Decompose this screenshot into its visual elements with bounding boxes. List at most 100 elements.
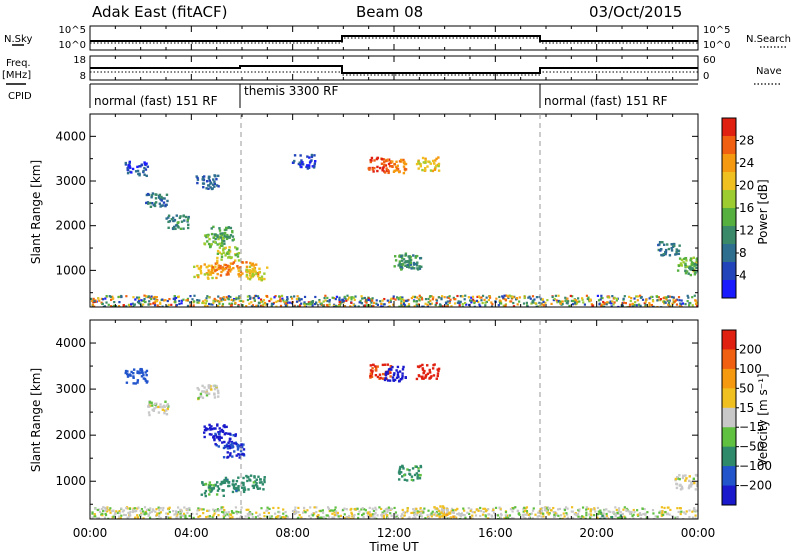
ground-scatter-point xyxy=(543,509,547,512)
echo-point xyxy=(216,423,219,426)
echo-point xyxy=(126,375,130,378)
echo-point xyxy=(218,251,221,254)
echo-point xyxy=(216,249,220,253)
echo-point xyxy=(299,154,302,157)
ground-scatter-point xyxy=(689,301,692,305)
xtick-label: 16:00 xyxy=(478,526,513,540)
ground-scatter-point xyxy=(207,515,210,518)
echo-point xyxy=(130,370,133,374)
ground-scatter-point xyxy=(504,294,508,297)
ground-scatter-point xyxy=(154,300,157,303)
echo-point xyxy=(706,266,708,268)
ground-scatter-point xyxy=(98,510,102,514)
echo-point xyxy=(215,261,219,265)
ground-scatter-point xyxy=(383,303,386,306)
echo-point xyxy=(225,228,228,231)
ground-scatter-point xyxy=(430,302,434,305)
ground-scatter-point xyxy=(544,301,547,304)
ground-scatter-point xyxy=(180,514,183,517)
ground-scatter-point xyxy=(522,302,526,305)
ground-scatter-point xyxy=(279,300,282,303)
ground-scatter-point xyxy=(503,294,506,297)
echo-point xyxy=(426,165,429,168)
echo-point xyxy=(150,401,153,404)
echo-point xyxy=(136,370,139,373)
echo-point xyxy=(615,525,617,527)
echo-point xyxy=(395,160,398,163)
echo-point xyxy=(202,390,206,393)
ground-scatter-point xyxy=(355,507,358,510)
ground-scatter-point xyxy=(629,299,632,303)
echo-point xyxy=(127,164,130,167)
ground-scatter-point xyxy=(220,510,224,514)
echo-point xyxy=(242,443,245,446)
echo-point xyxy=(134,382,137,385)
ground-scatter-point xyxy=(286,515,289,519)
ground-scatter-point xyxy=(297,297,301,300)
echo-point xyxy=(395,169,398,172)
ground-scatter-point xyxy=(259,298,263,301)
ground-scatter-point xyxy=(127,511,130,514)
ground-scatter-point xyxy=(400,515,403,518)
ground-scatter-point xyxy=(480,296,483,299)
ground-scatter-point xyxy=(313,512,316,515)
echo-point xyxy=(692,268,696,271)
echo-point xyxy=(419,364,422,368)
ground-scatter-point xyxy=(456,301,459,304)
ground-scatter-point xyxy=(298,513,301,517)
ground-scatter-point xyxy=(300,298,303,301)
echo-point xyxy=(145,201,148,205)
ground-scatter-point xyxy=(446,303,449,306)
echo-point xyxy=(159,197,162,201)
ground-scatter-point xyxy=(600,304,603,307)
echo-point xyxy=(220,258,223,261)
ground-scatter-point xyxy=(137,296,141,299)
ground-scatter-point xyxy=(184,514,187,517)
echo-point xyxy=(220,255,224,258)
echo-point xyxy=(251,262,255,265)
echo-point xyxy=(263,476,266,479)
ground-scatter-point xyxy=(98,299,101,302)
echo-point xyxy=(431,159,435,163)
ground-scatter-point xyxy=(473,301,476,305)
colorbar-tick-label: −100 xyxy=(739,459,772,473)
ground-scatter-point xyxy=(122,304,125,307)
echo-point xyxy=(402,171,406,175)
echo-point xyxy=(163,409,167,412)
ground-scatter-point xyxy=(367,298,370,302)
ground-scatter-point xyxy=(566,300,570,303)
echo-point xyxy=(222,249,225,252)
echo-point xyxy=(138,165,141,168)
ground-scatter-point xyxy=(293,508,297,512)
ground-scatter-point xyxy=(280,294,284,297)
ground-scatter-point xyxy=(570,506,574,509)
echo-point xyxy=(390,165,394,168)
xtick-label: 00:00 xyxy=(681,526,716,540)
echo-point xyxy=(684,256,688,260)
echo-point xyxy=(224,432,228,435)
echo-point xyxy=(664,248,668,252)
echo-point xyxy=(237,251,241,255)
echo-point xyxy=(704,275,706,277)
ground-scatter-point xyxy=(222,513,226,516)
ground-scatter-point xyxy=(569,294,572,298)
echo-point xyxy=(398,260,402,263)
ground-scatter-point xyxy=(174,512,178,515)
ground-scatter-point xyxy=(389,507,392,510)
ground-scatter-point xyxy=(343,513,346,516)
ground-scatter-point xyxy=(483,298,486,301)
ground-scatter-point xyxy=(125,506,128,510)
echo-point xyxy=(387,158,391,161)
echo-point xyxy=(681,476,685,480)
ground-scatter-point xyxy=(668,295,671,298)
echo-point xyxy=(217,237,220,241)
ground-scatter-point xyxy=(680,305,683,307)
ground-scatter-point xyxy=(155,300,159,303)
ground-scatter-point xyxy=(232,299,235,302)
ground-scatter-point xyxy=(431,298,435,301)
echo-point xyxy=(197,274,200,277)
ground-scatter-point xyxy=(642,512,645,516)
ground-scatter-point xyxy=(323,296,326,300)
ground-scatter-point xyxy=(531,509,535,512)
